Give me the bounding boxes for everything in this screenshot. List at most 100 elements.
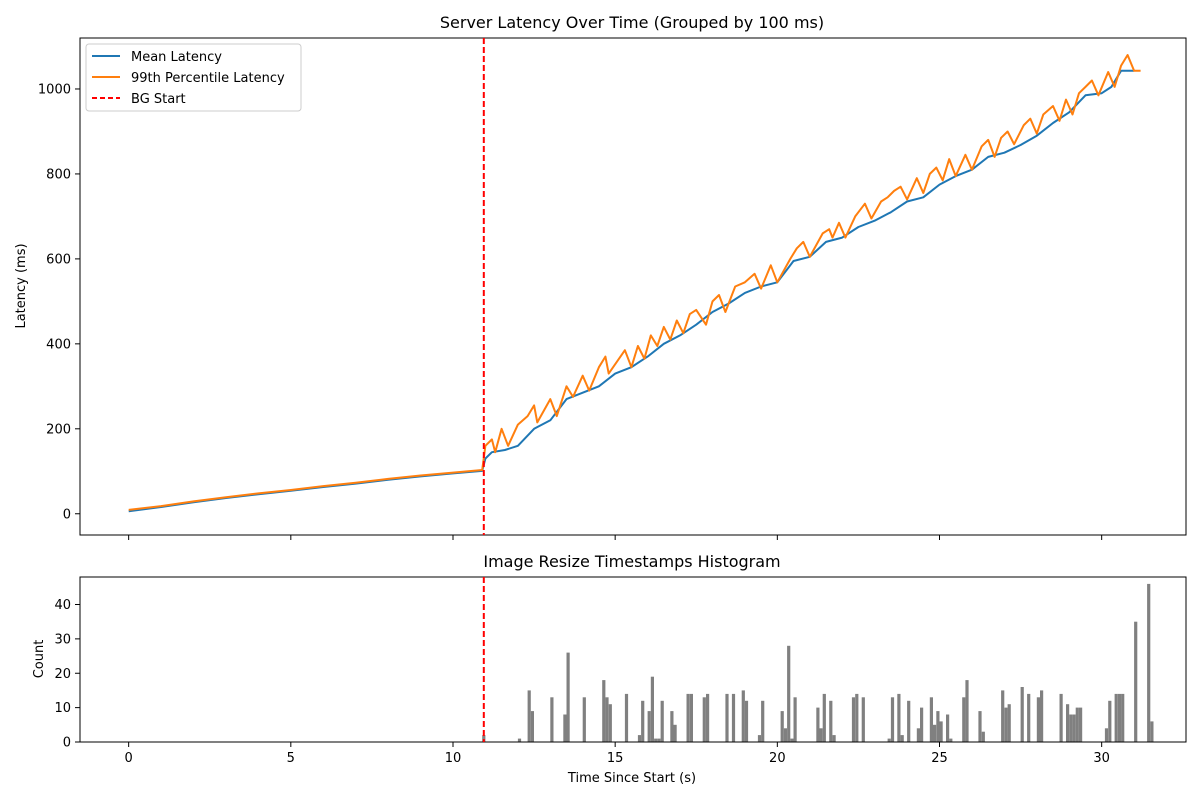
- histogram-y-axis-label: Count: [32, 640, 47, 679]
- latency-plot-frame: [79, 37, 1187, 536]
- histogram-bar: [1036, 697, 1040, 742]
- latency-y-axis-label: Latency (ms): [14, 243, 29, 328]
- histogram-bar: [1121, 693, 1125, 742]
- latency-y-tick-label: 200: [46, 422, 71, 437]
- histogram-chart-title: Image Resize Timestamps Histogram: [483, 552, 780, 571]
- histogram-bar: [790, 738, 794, 742]
- histogram-bar: [517, 738, 522, 742]
- histogram-bar: [654, 738, 658, 742]
- latency-y-tick-label: 800: [46, 167, 71, 182]
- histogram-x-tick-label: 0: [125, 751, 133, 766]
- histogram-bar: [822, 693, 826, 742]
- histogram-x-axis-label: Time Since Start (s): [567, 771, 696, 786]
- histogram-bar: [1134, 621, 1138, 742]
- histogram-bar: [731, 693, 736, 742]
- histogram-bar: [1079, 707, 1083, 742]
- latency-lines: [128, 54, 1141, 513]
- histogram-bar: [783, 728, 787, 743]
- histogram-x-tick-label: 10: [445, 751, 462, 766]
- histogram-bar: [780, 711, 784, 742]
- histogram-bar: [1004, 707, 1008, 742]
- histogram-bar: [706, 693, 710, 742]
- histogram-bar: [936, 711, 940, 742]
- histogram-x-tick-label: 5: [287, 751, 295, 766]
- latency-y-tick-label: 1000: [38, 82, 71, 97]
- histogram-y-tick-label: 40: [54, 598, 71, 613]
- histogram-bar: [1066, 704, 1070, 742]
- mean-latency-line: [128, 69, 1135, 513]
- histogram-bar: [673, 724, 677, 742]
- histogram-bar: [1104, 728, 1109, 743]
- histogram-bar: [978, 711, 982, 742]
- histogram-bar: [933, 724, 937, 742]
- histogram-bar: [650, 676, 654, 742]
- histogram-bar: [1072, 714, 1076, 742]
- histogram-bar: [566, 652, 570, 742]
- histogram-x-tick-label: 15: [607, 751, 624, 766]
- histogram-bar: [647, 711, 651, 742]
- histogram-bar: [530, 711, 534, 742]
- histogram-y-tick-label: 10: [54, 701, 71, 716]
- histogram-plot-frame: [79, 576, 1187, 743]
- histogram-bar: [670, 711, 674, 742]
- histogram-bar: [482, 735, 486, 742]
- histogram-bar: [949, 738, 953, 742]
- histogram-bar: [1040, 690, 1044, 742]
- histogram-bar: [920, 707, 924, 742]
- histogram-y-tick-label: 20: [54, 667, 71, 682]
- histogram-bar: [1007, 704, 1011, 742]
- histogram-bar: [1075, 707, 1079, 742]
- histogram-bar: [641, 700, 645, 743]
- histogram-bar: [946, 714, 950, 742]
- histogram-bar: [816, 707, 820, 742]
- histogram-bar: [907, 700, 911, 743]
- legend-label-p99: 99th Percentile Latency: [131, 71, 285, 86]
- histogram-bar: [861, 697, 865, 742]
- histogram-bar: [897, 693, 901, 742]
- histogram-bar: [1117, 693, 1122, 742]
- histogram-bar: [787, 645, 791, 743]
- histogram-bar: [563, 714, 567, 742]
- legend-box: [85, 43, 302, 112]
- histogram-x-tick-label: 30: [1093, 751, 1110, 766]
- histogram-bar: [686, 693, 690, 742]
- histogram-bar: [1114, 693, 1118, 742]
- histogram-ticks: 0 10 20 30 40 0 5 10 15 20 25 30: [54, 598, 1109, 766]
- latency-ticks: 0 200 400 600 800 1000: [38, 82, 1103, 540]
- histogram-bar: [829, 700, 833, 743]
- histogram-bar: [1027, 693, 1031, 742]
- p99-latency-line: [128, 54, 1141, 511]
- histogram-bar: [702, 697, 706, 742]
- histogram-bar: [624, 693, 629, 742]
- histogram-bar: [744, 700, 749, 743]
- histogram-bar: [929, 697, 933, 742]
- histogram-bar: [962, 697, 966, 742]
- histogram-y-tick-label: 0: [63, 736, 71, 751]
- histogram-bar: [605, 697, 609, 742]
- histogram-bar: [725, 693, 729, 742]
- histogram-bar: [851, 697, 856, 742]
- histogram-y-tick-label: 30: [54, 632, 71, 647]
- histogram-bar: [608, 704, 612, 742]
- histogram-x-tick-label: 20: [769, 751, 786, 766]
- histogram-bar: [689, 693, 693, 742]
- histogram-bar: [657, 738, 661, 742]
- histogram-bar: [1059, 693, 1063, 742]
- histogram-bar: [1147, 583, 1151, 742]
- histogram-bar: [887, 738, 891, 742]
- latency-y-tick-label: 0: [63, 507, 71, 522]
- latency-chart-title: Server Latency Over Time (Grouped by 100…: [440, 13, 824, 32]
- histogram-bars: [482, 583, 1154, 743]
- legend-label-bg-start: BG Start: [131, 92, 186, 107]
- latency-y-tick-label: 400: [46, 337, 71, 352]
- histogram-bar: [900, 735, 904, 742]
- histogram-bar: [965, 680, 969, 742]
- legend: Mean Latency 99th Percentile Latency BG …: [85, 43, 302, 112]
- histogram-bar: [660, 700, 664, 743]
- histogram-bar: [637, 735, 642, 742]
- histogram-bar: [793, 697, 797, 742]
- histogram-bar: [832, 735, 836, 742]
- histogram-bar: [1108, 700, 1112, 743]
- latency-y-tick-label: 600: [46, 252, 71, 267]
- histogram-bar: [1001, 690, 1005, 742]
